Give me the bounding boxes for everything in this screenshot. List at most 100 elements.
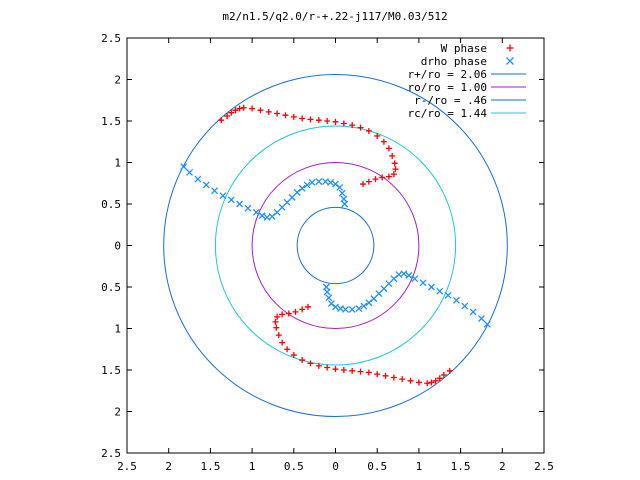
drho-phase-point bbox=[180, 163, 188, 171]
w-phase-point bbox=[391, 160, 398, 167]
legend-marker-sample bbox=[506, 57, 514, 65]
legend-marker-sample bbox=[506, 44, 514, 52]
w-phase-point bbox=[385, 145, 392, 152]
w-phase-point bbox=[274, 313, 281, 320]
w-phase-point bbox=[332, 366, 339, 373]
data-series bbox=[180, 104, 491, 387]
drho-phase-point bbox=[411, 275, 419, 283]
drho-phase-point bbox=[461, 302, 469, 310]
w-phase-point bbox=[424, 380, 431, 387]
reference-circle-3 bbox=[214, 125, 457, 366]
drho-phase-point bbox=[194, 175, 202, 183]
w-phase-point bbox=[315, 362, 322, 369]
w-phase-point bbox=[357, 368, 364, 375]
drho-phase-point bbox=[227, 196, 235, 204]
chart-title: m2/n1.5/q2.0/r-+.22-j117/M0.03/512 bbox=[222, 10, 447, 23]
w-phase-point bbox=[332, 118, 339, 125]
w-phase-point bbox=[382, 372, 389, 379]
w-phase-point bbox=[399, 376, 406, 383]
legend-label: W phase bbox=[441, 42, 487, 55]
series-0 bbox=[218, 104, 453, 387]
drho-phase-point bbox=[322, 283, 330, 291]
w-phase-point bbox=[390, 171, 397, 178]
w-phase-point bbox=[389, 152, 396, 159]
w-phase-point bbox=[407, 377, 414, 384]
drho-phase-point bbox=[219, 192, 227, 200]
w-phase-point bbox=[273, 324, 280, 331]
x-tick-label: 2.5 bbox=[534, 460, 554, 473]
w-phase-point bbox=[340, 367, 347, 373]
x-tick-label: 0.5 bbox=[284, 460, 304, 473]
x-tick-label: 2 bbox=[499, 460, 506, 473]
drho-phase-point bbox=[348, 305, 356, 313]
drho-phase-point bbox=[341, 200, 349, 208]
w-phase-point bbox=[275, 332, 282, 339]
w-phase-point bbox=[279, 339, 286, 346]
x-tick-label: 1 bbox=[249, 460, 256, 473]
y-tick-label: 1.5 bbox=[101, 364, 121, 377]
w-phase-point bbox=[436, 375, 443, 382]
drho-phase-point bbox=[337, 305, 344, 313]
x-tick-label: 1.5 bbox=[200, 460, 220, 473]
axis-ticks: 2.5 2 1.5 1 0.5 0 0.5 1 1.5 2 2.52.521.510.500.511… bbox=[101, 32, 554, 473]
w-phase-point bbox=[360, 181, 367, 188]
w-phase-point bbox=[385, 173, 392, 180]
w-phase-point bbox=[290, 113, 297, 120]
drho-phase-point bbox=[327, 178, 334, 186]
w-phase-point bbox=[224, 113, 231, 120]
drho-phase-point bbox=[315, 178, 323, 186]
drho-phase-point bbox=[365, 299, 373, 307]
drho-phase-point bbox=[444, 291, 452, 299]
w-phase-point bbox=[307, 116, 314, 123]
reference-circle-1 bbox=[251, 162, 420, 329]
y-tick-label: 0 bbox=[114, 240, 121, 253]
w-phase-point bbox=[257, 107, 264, 114]
legend-label: drho phase bbox=[421, 55, 487, 68]
drho-phase-point bbox=[298, 184, 306, 192]
drho-phase-point bbox=[303, 181, 311, 189]
w-phase-point bbox=[279, 311, 286, 318]
series-1 bbox=[180, 163, 491, 328]
w-phase-point bbox=[365, 127, 372, 134]
w-phase-point bbox=[324, 364, 331, 371]
w-phase-point bbox=[392, 166, 399, 173]
reference-circle-2 bbox=[296, 206, 375, 285]
w-phase-point bbox=[357, 124, 364, 131]
w-phase-point bbox=[324, 118, 331, 124]
w-phase-point bbox=[232, 107, 239, 114]
x-tick-label: 2.5 bbox=[117, 460, 137, 473]
drho-phase-point bbox=[327, 300, 335, 308]
drho-phase-point bbox=[252, 208, 260, 216]
legend-label: rc/ro = 1.44 bbox=[408, 107, 488, 120]
w-phase-point bbox=[365, 178, 372, 185]
drho-phase-point bbox=[360, 302, 368, 310]
reference-circle-0 bbox=[163, 74, 508, 417]
w-phase-point bbox=[290, 352, 297, 359]
w-phase-point bbox=[299, 115, 306, 122]
y-tick-label: 2.5 bbox=[101, 447, 121, 460]
w-phase-point bbox=[307, 360, 314, 367]
y-tick-label: 2 bbox=[114, 74, 121, 87]
w-phase-point bbox=[249, 105, 256, 112]
x-tick-label: 0 bbox=[332, 460, 339, 473]
w-phase-point bbox=[372, 176, 379, 183]
w-phase-point bbox=[432, 377, 439, 384]
drho-phase-point bbox=[211, 187, 219, 195]
y-tick-label: 2.5 bbox=[101, 32, 121, 45]
drho-phase-point bbox=[258, 212, 266, 220]
drho-phase-point bbox=[477, 315, 485, 322]
w-phase-point bbox=[390, 374, 397, 381]
y-tick-label: 1 bbox=[114, 323, 121, 336]
w-phase-point bbox=[349, 367, 356, 374]
y-tick-label: 0.5 bbox=[101, 281, 121, 294]
drho-phase-point bbox=[483, 320, 491, 328]
w-phase-point bbox=[299, 306, 306, 313]
w-phase-point bbox=[304, 303, 311, 310]
drho-phase-point bbox=[419, 279, 427, 287]
drho-phase-point bbox=[355, 305, 363, 313]
reference-circles bbox=[163, 74, 508, 417]
w-phase-point bbox=[274, 110, 281, 117]
x-tick-label: 1.5 bbox=[451, 460, 471, 473]
drho-phase-point bbox=[452, 296, 460, 304]
y-tick-label: 2 bbox=[114, 406, 121, 419]
